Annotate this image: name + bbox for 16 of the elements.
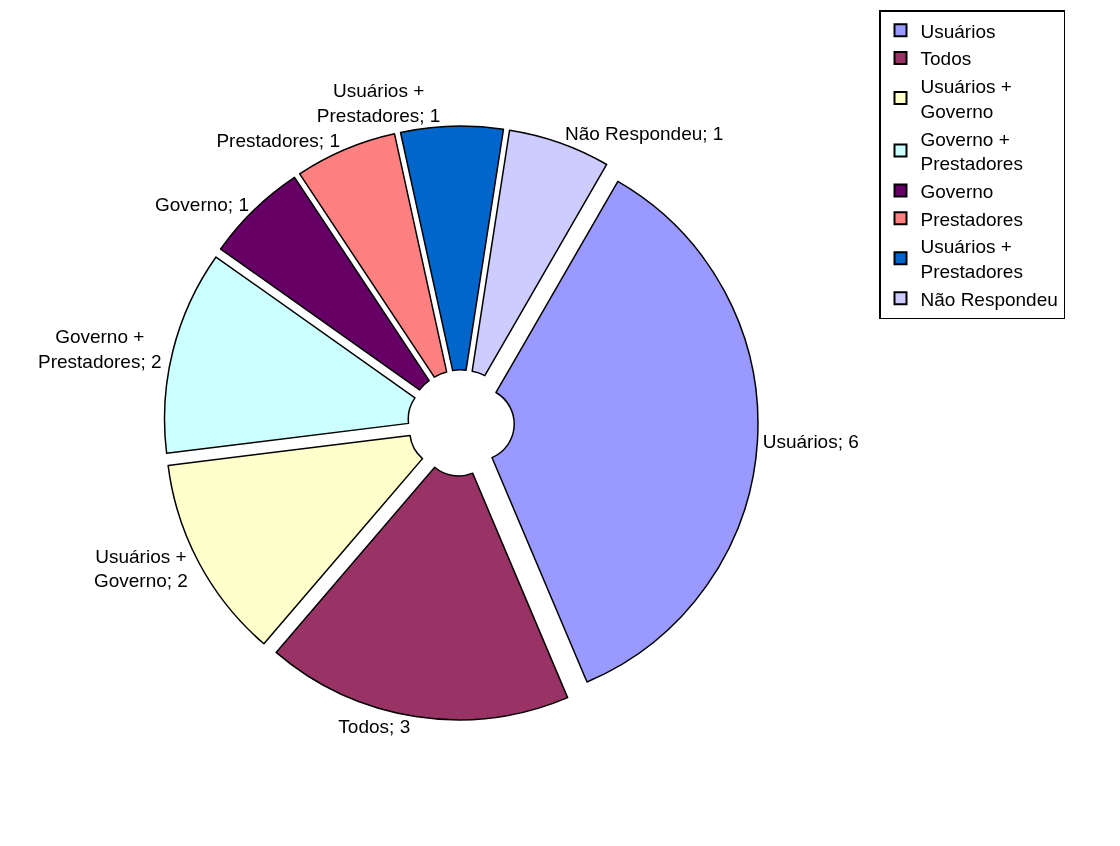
legend-label: Usuários + Governo [920,76,1012,122]
data-label: Não Respondeu; 1 [564,123,724,145]
data-label: Usuários + Prestadores; 1 [316,80,441,127]
legend-label: Não Respondeu [920,288,1058,310]
data-label: Prestadores; 1 [216,130,340,152]
legend-label: Usuários [920,20,996,42]
legend-label: Governo + Prestadores [920,128,1023,175]
legend-label: Governo [920,180,994,202]
data-label: Usuários + Governo; 2 [93,545,188,592]
legend-label: Usuários + Prestadores [920,236,1023,283]
legend-label: Prestadores [920,208,1023,230]
legend-label: Todos [920,48,972,70]
data-label: Usuários; 6 [762,430,859,452]
data-label: Governo; 1 [155,193,249,215]
data-label: Todos; 3 [338,716,411,738]
data-label: Governo + Prestadores; 2 [37,326,162,373]
